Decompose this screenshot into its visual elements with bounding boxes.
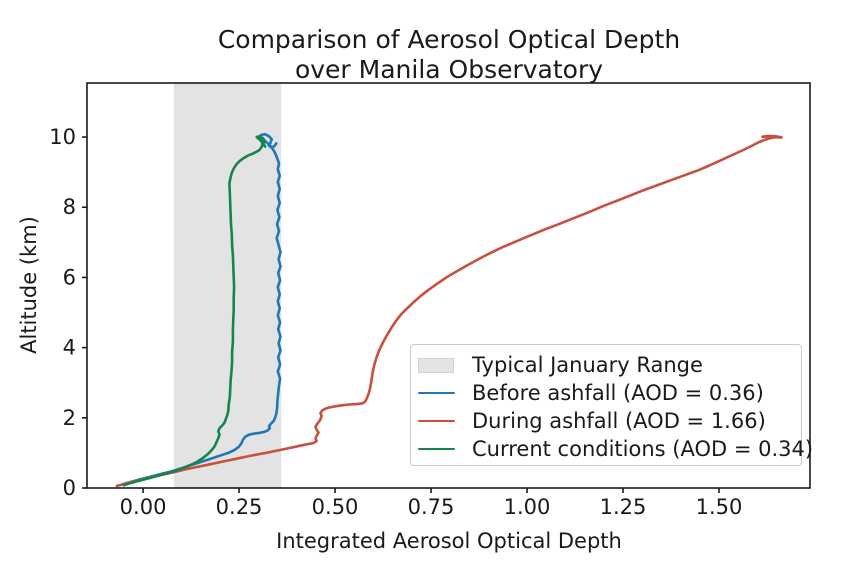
legend: Typical January Range Before ashfall (AOD… — [410, 344, 813, 466]
legend-row: Before ashfall (AOD = 0.36) — [418, 379, 793, 407]
swatch-color — [418, 447, 455, 451]
y-tick-label: 10 — [49, 125, 76, 149]
swatch-color — [418, 419, 455, 423]
y-tick-label: 8 — [63, 195, 76, 219]
x-tick-label: 1.00 — [504, 495, 551, 519]
swatch-color — [418, 391, 455, 395]
x-tick-label: 0.75 — [408, 495, 455, 519]
y-tick-label: 4 — [63, 336, 76, 360]
chart-title-line1: Comparison of Aerosol Optical Depth — [217, 25, 681, 54]
legend-label: Typical January Range — [472, 353, 703, 377]
legend-label: Current conditions (AOD = 0.34) — [472, 437, 814, 461]
legend-line-swatch — [418, 419, 472, 423]
legend-line-swatch — [418, 447, 472, 451]
legend-patch-swatch — [418, 357, 472, 373]
x-tick-label: 0.50 — [312, 495, 359, 519]
legend-row: During ashfall (AOD = 1.66) — [418, 407, 793, 435]
x-tick-label: 0.25 — [216, 495, 263, 519]
x-tick-label: 1.25 — [600, 495, 647, 519]
y-tick-label: 0 — [63, 476, 76, 500]
legend-label: During ashfall (AOD = 1.66) — [472, 409, 766, 433]
y-tick-label: 2 — [63, 406, 76, 430]
y-tick-label: 6 — [63, 265, 76, 289]
legend-line-swatch — [418, 391, 472, 395]
typical-range-band — [173, 83, 282, 488]
series-line-current-conditions — [122, 135, 267, 487]
legend-label: Before ashfall (AOD = 0.36) — [472, 381, 764, 405]
axes-frame — [86, 82, 811, 489]
chart-title-line2: over Manila Observatory — [294, 55, 604, 84]
series-line-during-ashfall — [115, 134, 783, 488]
swatch-color — [418, 357, 454, 373]
legend-row: Current conditions (AOD = 0.34) — [418, 435, 813, 463]
x-axis-label: Integrated Aerosol Optical Depth — [276, 529, 622, 553]
x-tick-label: 1.50 — [696, 495, 743, 519]
y-axis-label: Altitude (km) — [17, 216, 41, 354]
legend-row: Typical January Range — [418, 351, 793, 379]
series-line-before-ashfall — [120, 132, 282, 486]
x-tick-label: 0.00 — [120, 495, 167, 519]
chart-title: Comparison of Aerosol Optical Depth over… — [149, 25, 749, 85]
